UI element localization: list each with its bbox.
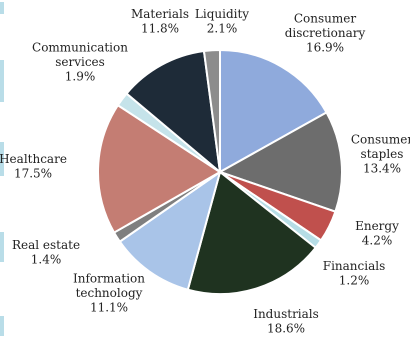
slice-label-consumer-discretionary: Consumer discretionary 16.9% — [285, 12, 366, 55]
slice-label-liquidity: Liquidity 2.1% — [195, 7, 249, 36]
slice-value-label: 1.9% — [65, 70, 96, 84]
slice-name-label: staples — [361, 147, 404, 161]
slice-value-label: 4.2% — [362, 233, 393, 247]
edge-marker — [0, 60, 4, 102]
slice-name-label: Healthcare — [0, 152, 67, 166]
slice-label-consumer-staples: Consumer staples 13.4% — [351, 133, 410, 176]
slice-name-label: Consumer — [351, 133, 410, 147]
slice-name-label: Financials — [323, 259, 385, 273]
slice-label-materials: Materials 11.8% — [131, 7, 189, 36]
slice-name-label: technology — [76, 286, 143, 300]
slice-value-label: 16.9% — [306, 41, 344, 55]
slice-label-information-technology: Information technology 11.1% — [73, 272, 145, 315]
slice-value-label: 2.1% — [207, 21, 238, 35]
slice-label-real-estate: Real estate 1.4% — [12, 238, 80, 266]
pie-slice-materials — [125, 49, 222, 175]
pie-slice-industrials — [186, 170, 318, 295]
slice-value-label: 13.4% — [363, 162, 401, 176]
slice-name-label: discretionary — [285, 26, 366, 40]
pie-slice-consumer-staples — [217, 111, 343, 213]
pie-slice-consumer-discretionary — [219, 48, 328, 174]
slice-label-healthcare: Healthcare 17.5% — [0, 152, 67, 181]
slice-name-label: Industrials — [253, 307, 319, 321]
slice-name-label: Materials — [131, 7, 189, 21]
slice-name-label: Information — [73, 272, 145, 286]
slice-value-label: 11.1% — [90, 301, 128, 315]
edge-marker — [0, 232, 4, 262]
slice-name-label: Liquidity — [195, 7, 249, 21]
slice-label-industrials: Industrials 18.6% — [253, 307, 319, 336]
edge-marker — [0, 316, 4, 336]
slice-name-label: Communication — [32, 41, 128, 55]
pie-slice-healthcare — [97, 103, 222, 234]
pie-slice-information-technology — [118, 169, 222, 291]
slice-name-label: Consumer — [294, 12, 357, 26]
pie-slice-liquidity — [202, 48, 221, 173]
slice-value-label: 17.5% — [14, 166, 52, 180]
slice-name-label: services — [55, 55, 105, 69]
slice-value-label: 1.4% — [31, 252, 62, 266]
slice-label-communication-services: Communication services 1.9% — [32, 41, 128, 84]
slice-name-label: Real estate — [12, 238, 80, 252]
slice-value-label: 18.6% — [267, 321, 305, 335]
slice-value-label: 11.8% — [141, 21, 179, 35]
edge-marker — [0, 142, 4, 176]
edge-marker — [0, 2, 4, 14]
slice-label-financials: Financials 1.2% — [323, 259, 385, 288]
slice-name-label: Energy — [355, 219, 399, 233]
slice-value-label: 1.2% — [339, 273, 370, 287]
slice-label-energy: Energy 4.2% — [355, 219, 399, 248]
